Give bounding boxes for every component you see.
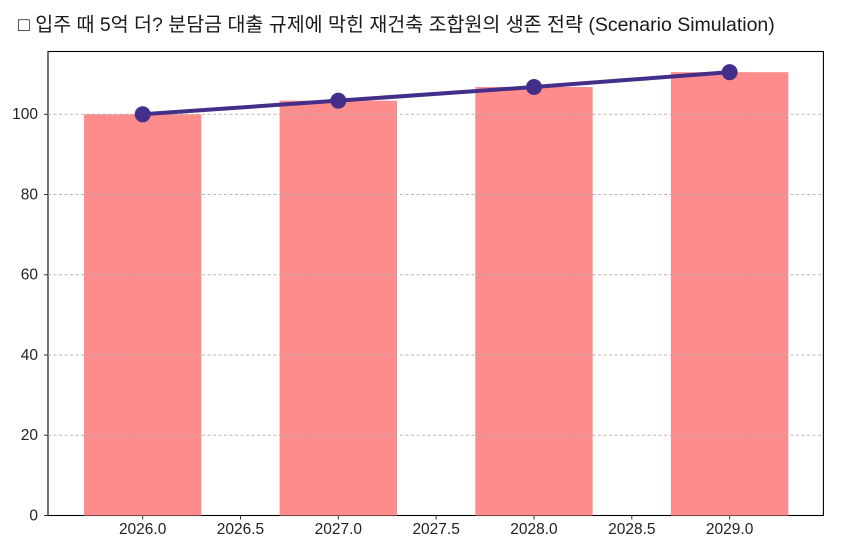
- svg-text:2026.5: 2026.5: [217, 521, 264, 538]
- svg-text:40: 40: [21, 347, 39, 364]
- svg-text:2029.0: 2029.0: [706, 521, 754, 538]
- svg-text:60: 60: [21, 267, 39, 284]
- svg-text:2026.0: 2026.0: [119, 521, 167, 538]
- svg-text:0: 0: [29, 507, 38, 524]
- svg-text:2028.5: 2028.5: [608, 521, 655, 538]
- svg-text:2027.0: 2027.0: [315, 521, 363, 538]
- svg-text:100: 100: [12, 106, 38, 123]
- svg-text:80: 80: [21, 186, 39, 203]
- svg-text:2027.5: 2027.5: [412, 521, 459, 538]
- svg-text:20: 20: [21, 427, 39, 444]
- svg-text:2028.0: 2028.0: [510, 521, 558, 538]
